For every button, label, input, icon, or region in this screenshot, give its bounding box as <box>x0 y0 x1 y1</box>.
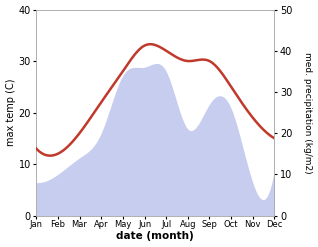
Y-axis label: med. precipitation (kg/m2): med. precipitation (kg/m2) <box>303 52 313 173</box>
Y-axis label: max temp (C): max temp (C) <box>5 79 16 146</box>
X-axis label: date (month): date (month) <box>116 231 194 242</box>
